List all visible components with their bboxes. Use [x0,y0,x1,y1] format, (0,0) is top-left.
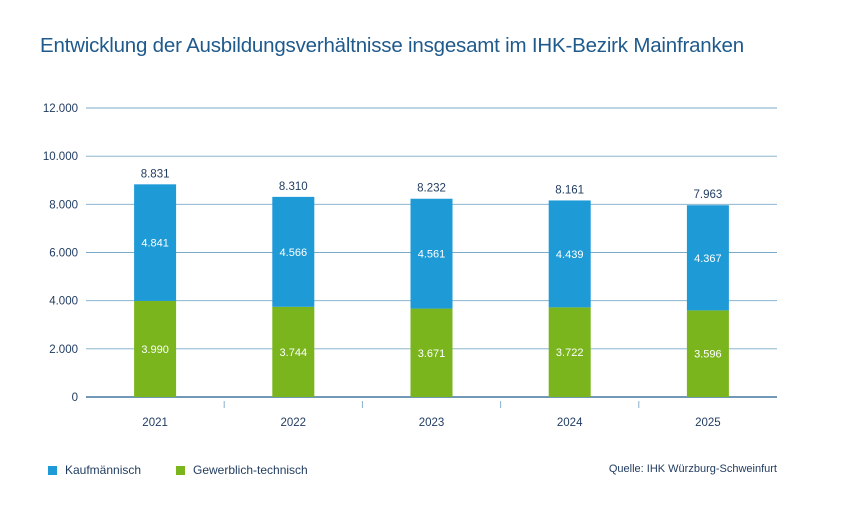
legend-label-kaufmaennisch: Kaufmännisch [65,463,142,477]
bar-gewerblich [548,307,591,397]
legend-item-gewerblich: Gewerblich-technisch [176,463,308,477]
x-tick-label: 2023 [419,417,445,429]
bar-gewerblich [272,306,315,397]
x-tick-label: 2022 [281,417,307,429]
bar-gewerblich [410,308,453,397]
bar-kaufmaennisch [410,198,453,309]
bar-label-kaufmaennisch: 4.367 [694,253,722,265]
y-tick-label: 12.000 [43,103,78,115]
bar-kaufmaennisch [686,205,729,311]
bar-label-gewerblich: 3.744 [280,347,308,359]
total-label: 8.831 [141,168,170,180]
y-tick-label: 6.000 [49,248,78,260]
x-tick-label: 2025 [695,417,721,429]
bar-label-kaufmaennisch: 4.566 [280,247,308,259]
bar-kaufmaennisch [272,196,315,307]
y-tick-label: 8.000 [49,199,78,211]
legend-swatch-kaufmaennisch [48,465,57,475]
source-note: Quelle: IHK Würzburg-Schweinfurt [608,463,777,475]
x-tick-label: 2024 [557,417,583,429]
bar-label-gewerblich: 3.990 [141,344,169,356]
total-label: 7.963 [694,189,723,201]
y-tick-label: 10.000 [43,151,78,163]
bar-gewerblich [134,300,177,397]
bar-kaufmaennisch [548,200,591,308]
total-label: 8.310 [279,181,308,193]
bar-label-kaufmaennisch: 4.439 [556,249,584,261]
bar-kaufmaennisch [134,184,177,301]
bar-label-gewerblich: 3.722 [556,347,584,359]
total-label: 8.232 [417,183,446,195]
bar-label-gewerblich: 3.596 [694,349,722,361]
total-label: 8.161 [555,184,584,196]
chart-title: Entwicklung der Ausbildungsverhältnisse … [40,34,744,57]
x-tick-label: 2021 [142,417,168,429]
bar-label-gewerblich: 3.671 [418,348,446,360]
bar-gewerblich [686,310,729,397]
legend-item-kaufmaennisch: Kaufmännisch [48,463,141,477]
y-tick-label: 2.000 [49,344,78,356]
y-tick-label: 4.000 [49,296,78,308]
legend-swatch-gewerblich [176,465,185,475]
bar-label-kaufmaennisch: 4.561 [418,249,446,261]
legend-label-gewerblich: Gewerblich-technisch [193,463,308,477]
bar-label-kaufmaennisch: 4.841 [141,238,169,250]
y-tick-label: 0 [72,392,78,404]
